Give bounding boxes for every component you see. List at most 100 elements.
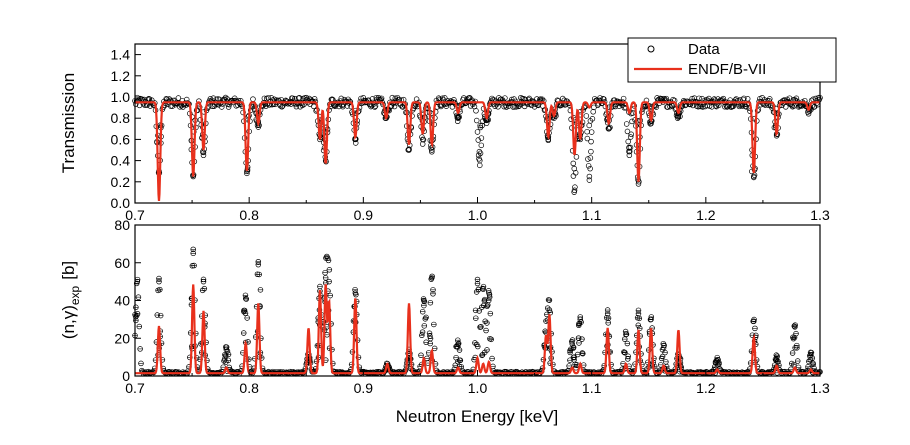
transmission-data-point (169, 103, 176, 109)
capture-y-axis-title: (n,γ)exp [b] (59, 261, 82, 339)
transmission-data-point (628, 131, 634, 138)
transmission-data-point (786, 95, 793, 101)
transmission-data-point (751, 173, 757, 180)
transmission-data-point (627, 134, 634, 140)
transmission-data-point (626, 152, 633, 159)
transmission-data-point (219, 104, 225, 110)
transmission-data-point (391, 103, 398, 110)
transmission-data-point (336, 103, 342, 110)
transmission-data-point (474, 129, 481, 135)
transmission-data-point (372, 104, 378, 110)
capture-y-tick-label: 80 (114, 217, 130, 233)
capture-y-tick-label: 20 (114, 330, 130, 346)
transmission-data-point (222, 94, 229, 101)
transmission-y-ticks: 0.0 0.2 0.4 0.6 0.8 1.0 1.2 1.4 (111, 47, 141, 211)
capture-x-tick-label: 0.8 (239, 380, 259, 396)
legend-fit-label: ENDF/B-VII (688, 61, 766, 78)
transmission-data-point (250, 96, 256, 102)
transmission-data-point (244, 170, 250, 177)
legend-data-label: Data (688, 41, 720, 58)
transmission-data-point (570, 173, 577, 179)
transmission-y-axis-title: Transmission (59, 73, 78, 173)
transmission-data-point (406, 147, 412, 153)
transmission-data-point (389, 94, 396, 101)
capture-y-axis-main: (n,γ) (59, 305, 78, 339)
transmission-data-point (477, 124, 484, 131)
transmission-x-tick-label: 1.2 (696, 207, 716, 223)
transmission-data-point (461, 95, 467, 101)
capture-y-tick-label: 40 (114, 293, 130, 309)
transmission-data-point (478, 135, 485, 141)
capture-y-tick-label: 0 (122, 368, 130, 384)
transmission-data-point (570, 160, 577, 167)
transmission-data-point (587, 155, 594, 161)
transmission-x-tick-label: 1.3 (810, 207, 830, 223)
transmission-data-point (586, 177, 593, 183)
capture-x-ticks: 0.7 0.8 0.9 1.0 1.1 1.2 1.3 (125, 370, 830, 396)
transmission-data-point (344, 103, 351, 109)
transmission-data-point (805, 111, 812, 117)
transmission-data-point (625, 138, 631, 145)
transmission-data-point (741, 95, 747, 102)
transmission-data-point (623, 121, 630, 127)
capture-x-tick-label: 1.2 (696, 380, 716, 396)
transmission-data-point (793, 95, 800, 102)
transmission-data-point (413, 96, 420, 102)
capture-y-axis-subscript: exp (68, 285, 82, 305)
transmission-data-point (439, 95, 446, 102)
transmission-data-point (571, 187, 578, 194)
transmission-data-point (624, 128, 631, 135)
transmission-data-point (473, 117, 480, 124)
transmission-fit-line (135, 101, 820, 201)
transmission-y-tick-label: 0.6 (111, 131, 131, 147)
transmission-data-point (455, 115, 461, 121)
transmission-x-tick-label: 0.7 (125, 207, 145, 223)
legend: Data ENDF/B-VII (627, 37, 837, 83)
transmission-data-point (338, 95, 345, 102)
transmission-data-point (571, 165, 577, 172)
capture-x-tick-label: 0.7 (125, 380, 145, 396)
transmission-data-point (689, 95, 695, 102)
transmission-data-point (261, 95, 268, 102)
transmission-data-point (588, 148, 594, 155)
transmission-data-point (477, 122, 483, 129)
transmission-x-tick-label: 0.9 (354, 207, 374, 223)
transmission-data-point (606, 126, 612, 132)
transmission-x-tick-label: 0.8 (239, 207, 259, 223)
transmission-data-point (531, 104, 538, 110)
transmission-data-point (588, 129, 595, 135)
transmission-data-point (584, 135, 591, 142)
transmission-data-point (449, 104, 456, 110)
transmission-data-point (587, 165, 593, 172)
transmission-data-point (289, 95, 296, 101)
transmission-x-ticks: 0.7 0.8 0.9 1.0 1.1 1.2 1.3 (125, 197, 830, 223)
transmission-y-tick-label: 1.0 (111, 89, 131, 105)
capture-panel: 0 20 40 60 80 0.7 0.8 0.9 1.0 1.1 1.2 1.3 (n,γ)exp… (59, 217, 830, 426)
transmission-data-point (626, 148, 633, 155)
transmission-data-point (429, 147, 435, 153)
transmission-data-point (502, 95, 508, 101)
transmission-data-point (629, 118, 635, 125)
transmission-data-point (473, 108, 479, 114)
transmission-x-tick-label: 1.0 (468, 207, 488, 223)
transmission-data-point (620, 95, 627, 102)
transmission-y-tick-label: 1.4 (111, 47, 131, 63)
transmission-data-point (225, 104, 232, 110)
capture-plot-frame (134, 224, 821, 377)
transmission-data-point (419, 136, 426, 143)
transmission-data-point (378, 95, 385, 102)
transmission-data-point (590, 109, 596, 115)
transmission-data-point (475, 137, 482, 143)
transmission-data-point (583, 113, 590, 119)
transmission-y-tick-label: 0.0 (111, 195, 131, 211)
transmission-data-point (478, 142, 485, 149)
transmission-data-point (607, 124, 613, 131)
transmission-data-point (483, 120, 490, 126)
legend-data-marker (647, 45, 655, 53)
x-axis-title: Neutron Energy [keV] (396, 407, 559, 426)
transmission-data-point (585, 156, 591, 162)
capture-y-ticks: 0 20 40 60 80 (114, 217, 141, 384)
capture-x-tick-label: 1.3 (810, 380, 830, 396)
transmission-data-point (572, 184, 578, 190)
transmission-data-point (352, 140, 359, 146)
